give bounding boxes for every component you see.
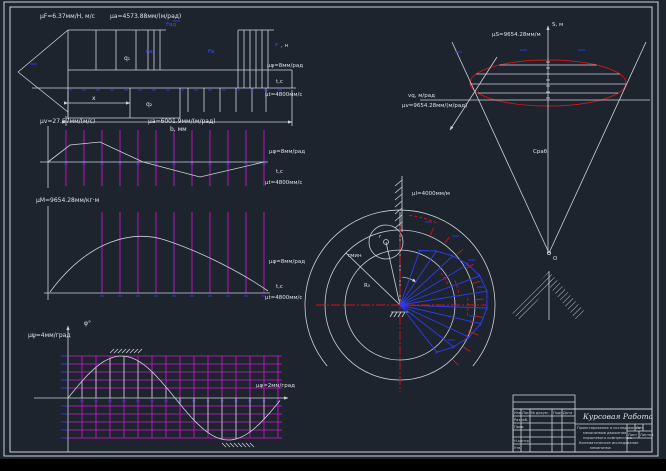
label-q1: q₁ — [124, 55, 131, 62]
label-c-rab: Сраб — [533, 149, 548, 155]
tb-nkontr: Н.контр. — [514, 439, 530, 443]
label-fvd: Fвд — [166, 22, 176, 28]
angle-plot: μψ=4мм/град φ° μφ=2мм/град — [28, 320, 295, 452]
label-x-dim: x — [92, 95, 96, 102]
vel-scale-2: μa=6001.9мм/(м/рад) — [148, 118, 215, 125]
tb-line5: механизма — [590, 446, 611, 450]
label-q2: q₂ — [146, 101, 153, 108]
p1-t-axis: t,c — [276, 79, 283, 85]
ang-scale-right: μφ=2мм/град — [256, 383, 295, 389]
tb-utv: Утв. — [514, 446, 522, 450]
label-fvs: Fвс — [146, 49, 155, 55]
force-diagram: μF=6.37мм/Н, м/с μa=4573.88мм/(м/рад) q₁… — [17, 13, 303, 133]
vel-scale-1: μv=27.57мм/(м/с) — [40, 118, 95, 125]
force-diagram-grid — [68, 30, 282, 112]
label-r0: R₀ — [364, 283, 371, 289]
sv-scale-v: μv=9654.28мм/(м/рад) — [402, 103, 467, 109]
sv-axis-s: S, м — [552, 22, 563, 28]
angle-curve — [67, 355, 281, 441]
wall-hatching — [394, 176, 403, 232]
tb-lit: Лит. — [636, 426, 644, 430]
tb-listov: Листов — [640, 433, 653, 437]
cam-profile-diagram: μl=4000мм/м R₀ rмин r — [304, 176, 496, 392]
cam-red-ticks — [409, 215, 484, 366]
p3-t-axis: t,c — [276, 284, 283, 290]
sv-scale-s: μS=9654.28мм/м — [492, 32, 541, 38]
p2-mu-phi: μφ=8мм/рад — [269, 149, 305, 155]
cam-scale: μl=4000мм/м — [412, 191, 450, 197]
tb-line1: Проектирование и исследование — [577, 426, 641, 430]
p2-mu-t: μt=4800мм/с — [265, 180, 302, 186]
tb-podp: Подп. — [553, 411, 564, 415]
pressure-angle-hatch-left — [512, 271, 552, 321]
blue-micro-labels — [30, 20, 585, 341]
angle-grid — [61, 348, 282, 448]
p1-mu-t: μt=4800мм/с — [265, 92, 302, 98]
mom-scale: μM=9654.28мм/кг·м — [36, 197, 99, 204]
tb-ndok: № докум. — [531, 411, 549, 415]
velocity-grid — [64, 130, 266, 186]
moment-grid — [100, 212, 266, 297]
force-scale-1: μF=6.37мм/Н, м/с — [40, 13, 95, 20]
p3-mu-t: μt=4800мм/с — [265, 295, 302, 301]
tb-line2: механизмов движения — [583, 431, 626, 435]
tb-izm: Изм. — [514, 411, 522, 415]
ang-axis: φ° — [84, 320, 91, 327]
p1-mu-phi: μφ=8мм/рад — [267, 63, 303, 69]
force-scale-2: μa=4573.88мм/(м/рад) — [110, 13, 181, 20]
tb-list2: Лист — [522, 411, 531, 415]
velocity-plot: μv=27.57мм/(м/с) μa=6001.9мм/(м/рад) μφ=… — [40, 118, 305, 188]
cam-vector-fan — [399, 249, 488, 354]
label-r: r — [379, 234, 382, 240]
p2-t-axis: t,c — [276, 169, 283, 175]
cam-sv-diagram: S, м μS=9654.28мм/м vq, м/рад μv=9654.28… — [402, 22, 650, 321]
title-block: Курсовая Работа Проектирование и исследо… — [512, 394, 653, 453]
paper-edge — [3, 1, 659, 457]
moment-plot: μM=9654.28мм/кг·м μφ=8мм/рад t,c μt=4800… — [36, 197, 305, 301]
p3-mu-phi: μφ=8мм/рад — [269, 259, 305, 265]
tb-prov: Пров. — [514, 425, 524, 429]
label-O: O — [553, 256, 558, 262]
tb-list: Лист — [628, 433, 637, 437]
sv-axis-v: vq, м/рад — [408, 93, 435, 99]
ang-scale-left: μψ=4мм/град — [28, 332, 70, 339]
label-rmin: rмин — [348, 253, 362, 259]
axis-f-label: F — [275, 43, 278, 49]
tb-data: Дата — [563, 411, 572, 415]
tb-line4: Кинематическое исследование — [579, 441, 639, 445]
drawing-frame — [9, 6, 653, 453]
titleblock-title: Курсовая Работа — [582, 412, 653, 421]
pressure-angle-hatch-right — [546, 271, 586, 321]
tb-line3: поршневого компрессора — [583, 436, 632, 440]
label-b-dim: b, мм — [170, 126, 187, 133]
axis-f-unit: , н — [281, 43, 288, 49]
model-space-background — [0, 0, 666, 459]
label-fv: Fв — [208, 49, 214, 55]
tb-razrab: Разраб. — [514, 418, 528, 422]
ellipse-chords — [470, 61, 626, 99]
